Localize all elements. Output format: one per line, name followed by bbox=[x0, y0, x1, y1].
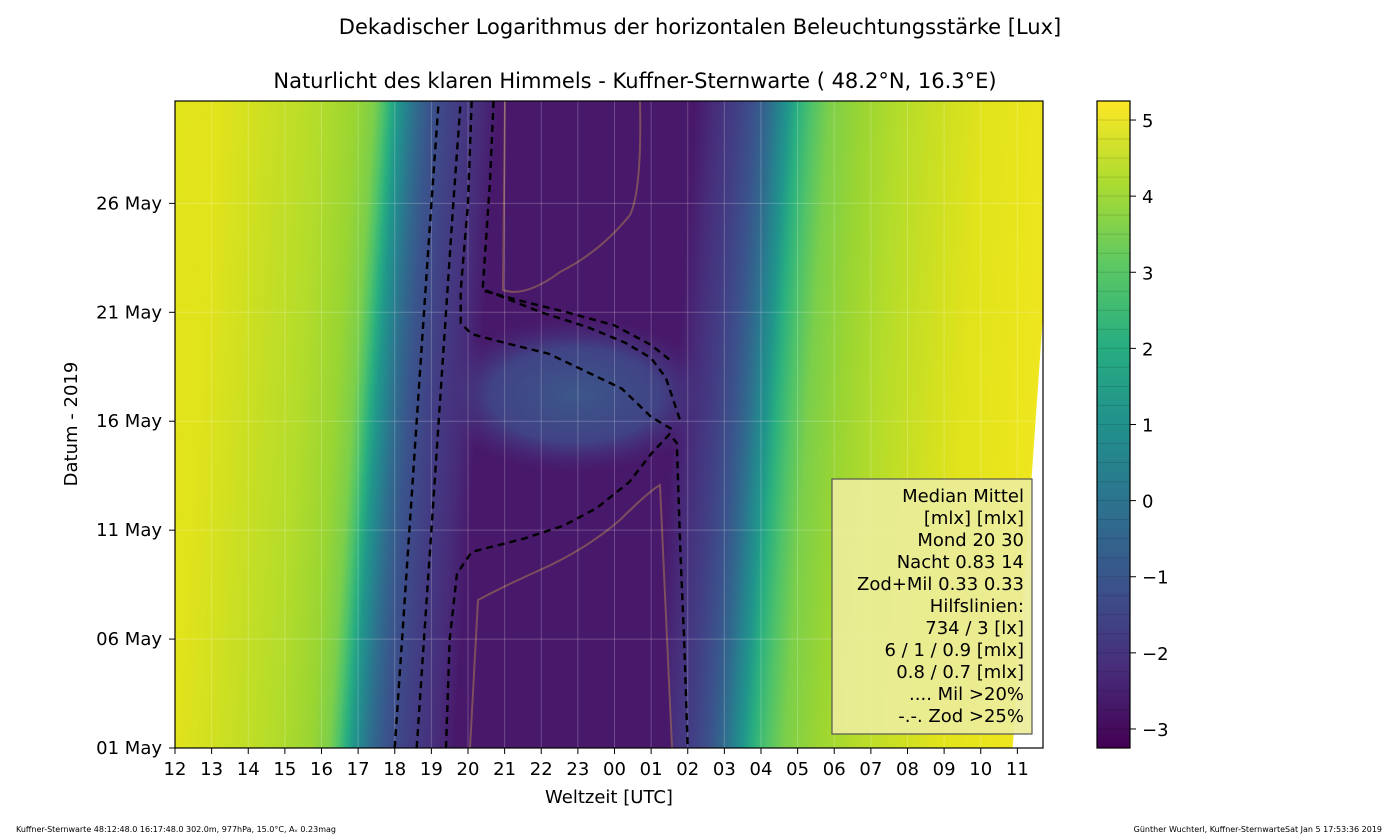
x-tick-label: 19 bbox=[420, 759, 443, 780]
contour-line bbox=[444, 432, 689, 748]
y-tick-label: 21 May bbox=[96, 302, 162, 323]
contour-line bbox=[415, 101, 462, 748]
colorbar-tick-label: 2 bbox=[1142, 339, 1153, 360]
figure-suptitle: Dekadischer Logarithmus der horizontalen… bbox=[339, 15, 1061, 39]
twilight-band bbox=[435, 317, 715, 473]
x-tick-label: 11 bbox=[1006, 759, 1029, 780]
legend-line: 734 / 3 [lx] bbox=[925, 618, 1024, 639]
y-axis-label: Datum - 2019 bbox=[61, 362, 82, 487]
colorbar-tick-label: −2 bbox=[1142, 644, 1169, 665]
contour-line bbox=[481, 101, 674, 364]
legend-line: Hilfslinien: bbox=[930, 596, 1024, 617]
y-tick-label: 01 May bbox=[96, 738, 162, 759]
legend-box bbox=[831, 478, 1033, 735]
x-tick-label: 18 bbox=[383, 759, 406, 780]
y-tick-label: 26 May bbox=[96, 193, 162, 214]
contour-line bbox=[393, 101, 440, 748]
colorbar-tick-label: −1 bbox=[1142, 568, 1169, 589]
moonless-region-lower bbox=[470, 485, 672, 748]
colorbar-tick-label: 5 bbox=[1142, 111, 1153, 132]
colorbar-ticks: −3 −2 −1 0 1 2 3 4 5 bbox=[1130, 111, 1169, 741]
footer-station-info: Kuffner-Sternwarte 48:12:48.0 16:17:48.0… bbox=[16, 825, 336, 834]
colorbar: −3 −2 −1 0 1 2 3 4 5 bbox=[1096, 100, 1169, 749]
legend-line: [mlx] [mlx] bbox=[924, 508, 1024, 529]
x-tick-label: 14 bbox=[237, 759, 260, 780]
x-axis: 12 13 14 15 16 17 18 19 20 21 22 23 00 01 02 03 04 05 06 07… bbox=[164, 748, 1029, 780]
moonless-region-upper bbox=[503, 101, 641, 292]
moon-contour-upper bbox=[501, 101, 642, 293]
x-tick-label: 21 bbox=[493, 759, 516, 780]
y-tick-label: 06 May bbox=[96, 629, 162, 650]
colorbar-bands bbox=[1097, 119, 1130, 730]
legend: Median Mittel[mlx] [mlx]Mond 20 30Nacht … bbox=[831, 478, 1033, 735]
plot-frame bbox=[174, 100, 1044, 749]
dashed-contours bbox=[393, 101, 689, 748]
x-tick-label: 10 bbox=[969, 759, 992, 780]
x-tick-label: 17 bbox=[347, 759, 370, 780]
x-tick-label: 06 bbox=[823, 759, 846, 780]
x-axis-label: Weltzeit [UTC] bbox=[545, 787, 673, 808]
colorbar-tick-label: 0 bbox=[1142, 492, 1153, 513]
x-tick-label: 09 bbox=[933, 759, 956, 780]
x-tick-label: 01 bbox=[640, 759, 663, 780]
legend-line: -.-. Zod >25% bbox=[898, 706, 1024, 727]
x-tick-label: 15 bbox=[273, 759, 296, 780]
x-tick-label: 08 bbox=[896, 759, 919, 780]
plot-area bbox=[175, 101, 1043, 748]
x-tick-label: 20 bbox=[457, 759, 480, 780]
y-axis: 01 May 06 May 11 May 16 May 21 May 26 May bbox=[96, 193, 175, 759]
legend-line: Nacht 0.83 14 bbox=[897, 552, 1024, 573]
y-tick-label: 16 May bbox=[96, 411, 162, 432]
x-tick-label: 00 bbox=[603, 759, 626, 780]
moon-contour-lower bbox=[469, 483, 673, 748]
x-tick-label: 12 bbox=[164, 759, 187, 780]
legend-line: 6 / 1 / 0.9 [mlx] bbox=[885, 640, 1025, 661]
legend-line: Median Mittel bbox=[902, 486, 1024, 507]
x-tick-label: 03 bbox=[713, 759, 736, 780]
x-tick-label: 04 bbox=[750, 759, 773, 780]
legend-line: 0.8 / 0.7 [mlx] bbox=[896, 662, 1024, 683]
x-tick-label: 23 bbox=[566, 759, 589, 780]
x-tick-label: 16 bbox=[310, 759, 333, 780]
x-tick-label: 13 bbox=[200, 759, 223, 780]
colorbar-tick-label: 1 bbox=[1142, 416, 1153, 437]
x-tick-label: 22 bbox=[530, 759, 553, 780]
y-tick-label: 11 May bbox=[96, 520, 162, 541]
legend-line: Zod+Mil 0.33 0.33 bbox=[857, 574, 1024, 595]
chart-title: Naturlicht des klaren Himmels - Kuffner-… bbox=[273, 69, 996, 93]
contour-line bbox=[485, 289, 682, 422]
legend-line: Mond 20 30 bbox=[917, 530, 1024, 551]
x-tick-label: 05 bbox=[786, 759, 809, 780]
footer-credit: Günther Wuchterl, Kuffner-SternwarteSat … bbox=[1133, 825, 1382, 834]
x-tick-label: 07 bbox=[859, 759, 882, 780]
colorbar-tick-label: 3 bbox=[1142, 263, 1153, 284]
legend-line: .... Mil >20% bbox=[909, 684, 1024, 705]
contour-line bbox=[459, 101, 674, 431]
colorbar-tick-label: −3 bbox=[1142, 720, 1169, 741]
colorbar-tick-label: 4 bbox=[1142, 187, 1153, 208]
x-tick-label: 02 bbox=[676, 759, 699, 780]
colorbar-gradient bbox=[1097, 101, 1130, 748]
